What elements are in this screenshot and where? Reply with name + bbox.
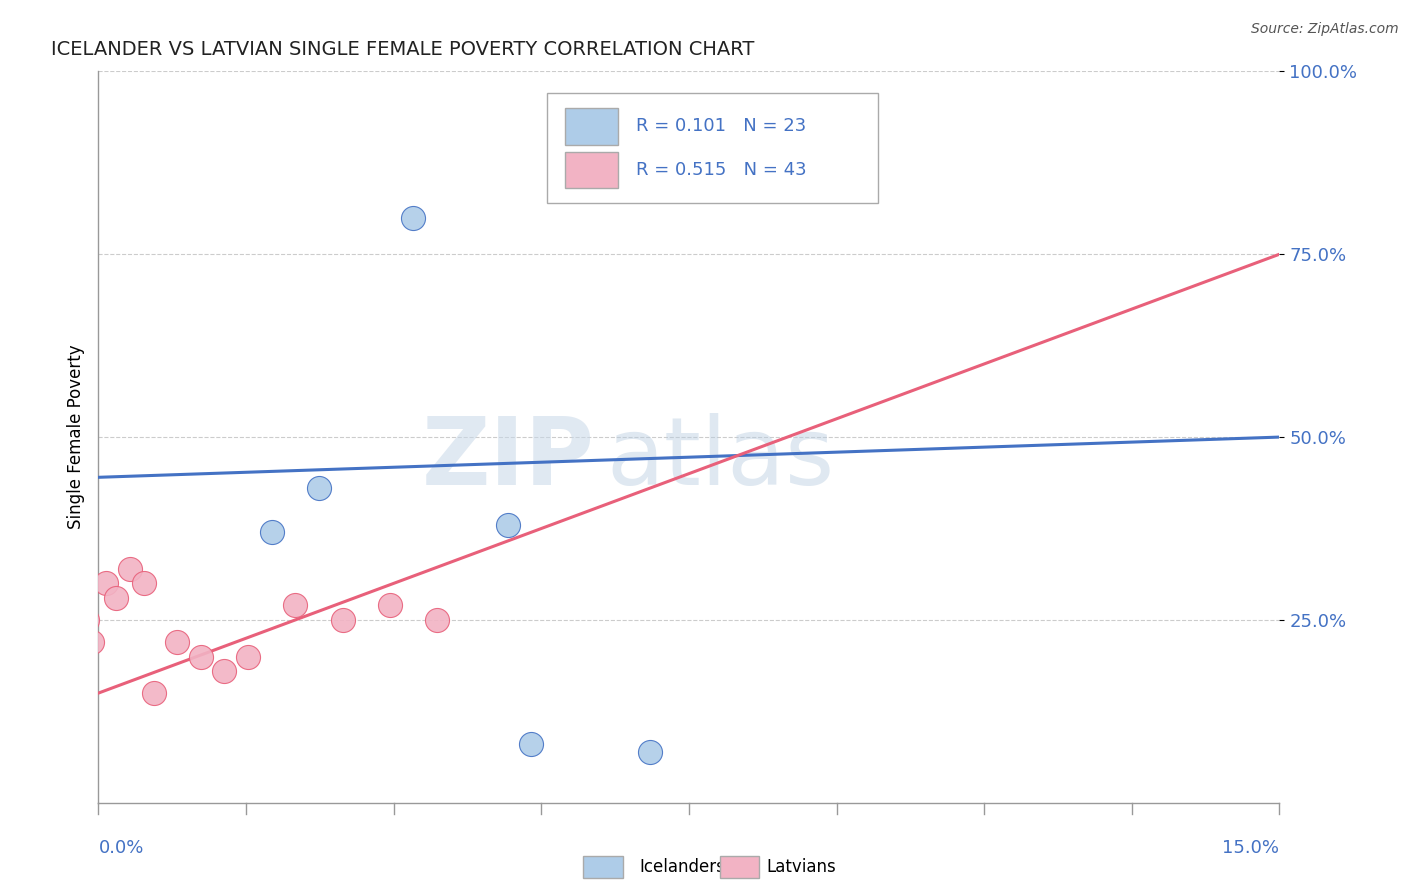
Point	[441, 525, 464, 540]
Point	[93, 737, 115, 751]
Point	[91, 64, 114, 78]
Point	[245, 686, 267, 700]
Point	[103, 225, 125, 239]
Point	[97, 635, 120, 649]
Point	[678, 211, 700, 225]
Y-axis label: Single Female Poverty: Single Female Poverty	[66, 345, 84, 529]
Point	[481, 599, 503, 613]
Point	[104, 635, 127, 649]
Point	[560, 613, 582, 627]
Point	[111, 591, 134, 605]
Point	[107, 591, 129, 605]
Point	[115, 64, 138, 78]
Point	[103, 613, 125, 627]
Point	[181, 591, 204, 605]
Point	[107, 343, 129, 357]
FancyBboxPatch shape	[565, 152, 619, 188]
Point	[103, 591, 125, 605]
Point	[97, 737, 120, 751]
Point	[118, 298, 141, 312]
Text: ZIP: ZIP	[422, 413, 595, 505]
Point	[284, 635, 307, 649]
Point	[93, 664, 115, 678]
Point	[101, 635, 124, 649]
Point	[875, 737, 897, 751]
Text: Icelanders: Icelanders	[640, 858, 725, 876]
Point	[98, 591, 121, 605]
Point	[94, 679, 117, 693]
Point	[520, 481, 543, 495]
Point	[127, 591, 149, 605]
Point	[98, 686, 121, 700]
Point	[96, 723, 118, 737]
FancyBboxPatch shape	[565, 108, 619, 145]
Point	[91, 649, 114, 664]
Point	[98, 343, 121, 357]
Text: 15.0%: 15.0%	[1222, 839, 1279, 857]
Point	[638, 599, 661, 613]
Point	[363, 664, 385, 678]
Point	[993, 152, 1015, 166]
Point	[98, 503, 121, 517]
Point	[97, 540, 120, 554]
Text: Source: ZipAtlas.com: Source: ZipAtlas.com	[1251, 22, 1399, 37]
Point	[229, 576, 252, 591]
Point	[104, 635, 127, 649]
Point	[111, 416, 134, 430]
Point	[121, 554, 143, 568]
Point	[97, 752, 120, 766]
Point	[131, 613, 153, 627]
Point	[135, 613, 157, 627]
Text: ICELANDER VS LATVIAN SINGLE FEMALE POVERTY CORRELATION CHART: ICELANDER VS LATVIAN SINGLE FEMALE POVER…	[51, 39, 755, 59]
Point	[1071, 745, 1094, 759]
Text: Latvians: Latvians	[766, 858, 837, 876]
Point	[205, 562, 228, 576]
Point	[103, 540, 125, 554]
Point	[835, 517, 858, 532]
Text: atlas: atlas	[606, 413, 835, 505]
Point	[98, 444, 121, 458]
Point	[97, 627, 120, 641]
Text: R = 0.515   N = 43: R = 0.515 N = 43	[636, 161, 807, 179]
Point	[96, 693, 118, 707]
Point	[93, 708, 115, 723]
Text: 0.0%: 0.0%	[98, 839, 143, 857]
Point	[96, 540, 118, 554]
Point	[107, 562, 129, 576]
Point	[96, 627, 118, 641]
Point	[142, 635, 165, 649]
Point	[107, 467, 129, 481]
Point	[717, 613, 740, 627]
Point	[402, 649, 425, 664]
Point	[117, 576, 139, 591]
Point	[98, 664, 121, 678]
Point	[108, 576, 131, 591]
Point	[118, 540, 141, 554]
Point	[115, 562, 138, 576]
Point	[101, 393, 124, 408]
FancyBboxPatch shape	[547, 94, 877, 203]
Point	[323, 649, 346, 664]
Point	[166, 576, 188, 591]
Point	[91, 759, 114, 773]
Text: R = 0.101   N = 23: R = 0.101 N = 23	[636, 117, 806, 136]
Point	[93, 649, 115, 664]
Point	[101, 591, 124, 605]
Point	[91, 649, 114, 664]
